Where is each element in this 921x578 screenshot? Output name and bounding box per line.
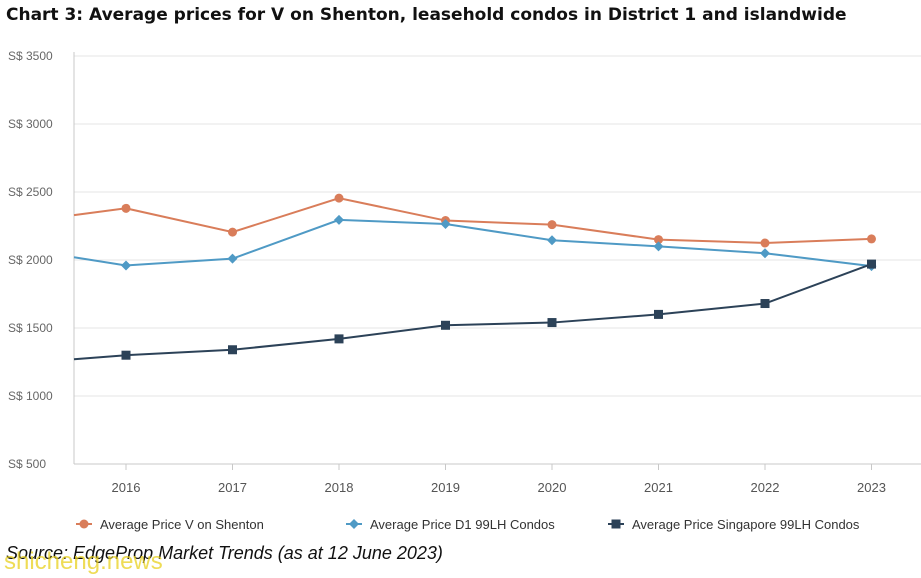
data-point (760, 299, 770, 309)
data-point (653, 241, 664, 252)
y-tick-label: S$ 500 (8, 457, 46, 471)
legend-label: Average Price D1 99LH Condos (370, 517, 555, 532)
series-3 (73, 259, 876, 361)
data-point (334, 334, 344, 344)
legend-marker (611, 519, 621, 529)
chart-title: Chart 3: Average prices for V on Shenton… (6, 5, 847, 25)
y-tick-label: S$ 3000 (8, 117, 53, 131)
series-2 (73, 214, 877, 272)
y-tick-label: S$ 2500 (8, 185, 53, 199)
x-tick-label: 2021 (644, 480, 673, 495)
data-point (121, 350, 131, 360)
y-tick-label: S$ 2000 (8, 253, 53, 267)
x-tick-label: 2017 (218, 480, 247, 495)
x-tick-label: 2022 (751, 480, 780, 495)
y-tick-label: S$ 1500 (8, 321, 53, 335)
data-point (440, 218, 451, 229)
data-point (654, 309, 663, 319)
legend-label: Average Price Singapore 99LH Condos (632, 517, 860, 532)
data-point (547, 318, 557, 328)
data-point (441, 320, 450, 330)
legend: Average Price V on Shenton Average Price … (76, 517, 860, 532)
series-lines (73, 193, 877, 361)
x-tick-label: 2023 (857, 480, 886, 495)
series-line (73, 197, 872, 245)
legend-item: Average Price Singapore 99LH Condos (608, 517, 860, 532)
data-point (547, 235, 557, 246)
data-point (867, 234, 876, 244)
source-note: Source: EdgeProp Market Trends (as at 12… (6, 543, 443, 563)
legend-marker (349, 519, 359, 529)
data-point (547, 220, 557, 230)
series-line (73, 263, 872, 361)
data-point (121, 203, 131, 213)
y-tick-label: S$ 3500 (8, 49, 53, 63)
data-point (334, 193, 344, 203)
data-point (654, 235, 663, 245)
data-point (121, 260, 131, 271)
legend-label: Average Price V on Shenton (100, 517, 264, 532)
data-point (760, 238, 770, 248)
gridlines (74, 55, 921, 397)
data-point (228, 227, 237, 237)
x-tick-label: 2020 (538, 480, 567, 495)
x-tick-label: 2018 (325, 480, 354, 495)
data-point (867, 259, 876, 269)
data-point (228, 345, 237, 355)
legend-item: Average Price V on Shenton (76, 517, 264, 532)
legend-item: Average Price D1 99LH Condos (346, 517, 555, 532)
data-point (227, 253, 238, 264)
x-tick-label: 2016 (112, 480, 141, 495)
legend-marker (79, 519, 89, 529)
axes: S$ 500 S$ 1000 S$ 1500 S$ 2000 S$ 2500 S$ 300… (8, 49, 921, 495)
data-point (760, 248, 770, 259)
y-tick-label: S$ 1000 (8, 389, 53, 403)
series-1 (73, 193, 876, 248)
x-tick-label: 2019 (431, 480, 460, 495)
data-point (334, 214, 344, 225)
